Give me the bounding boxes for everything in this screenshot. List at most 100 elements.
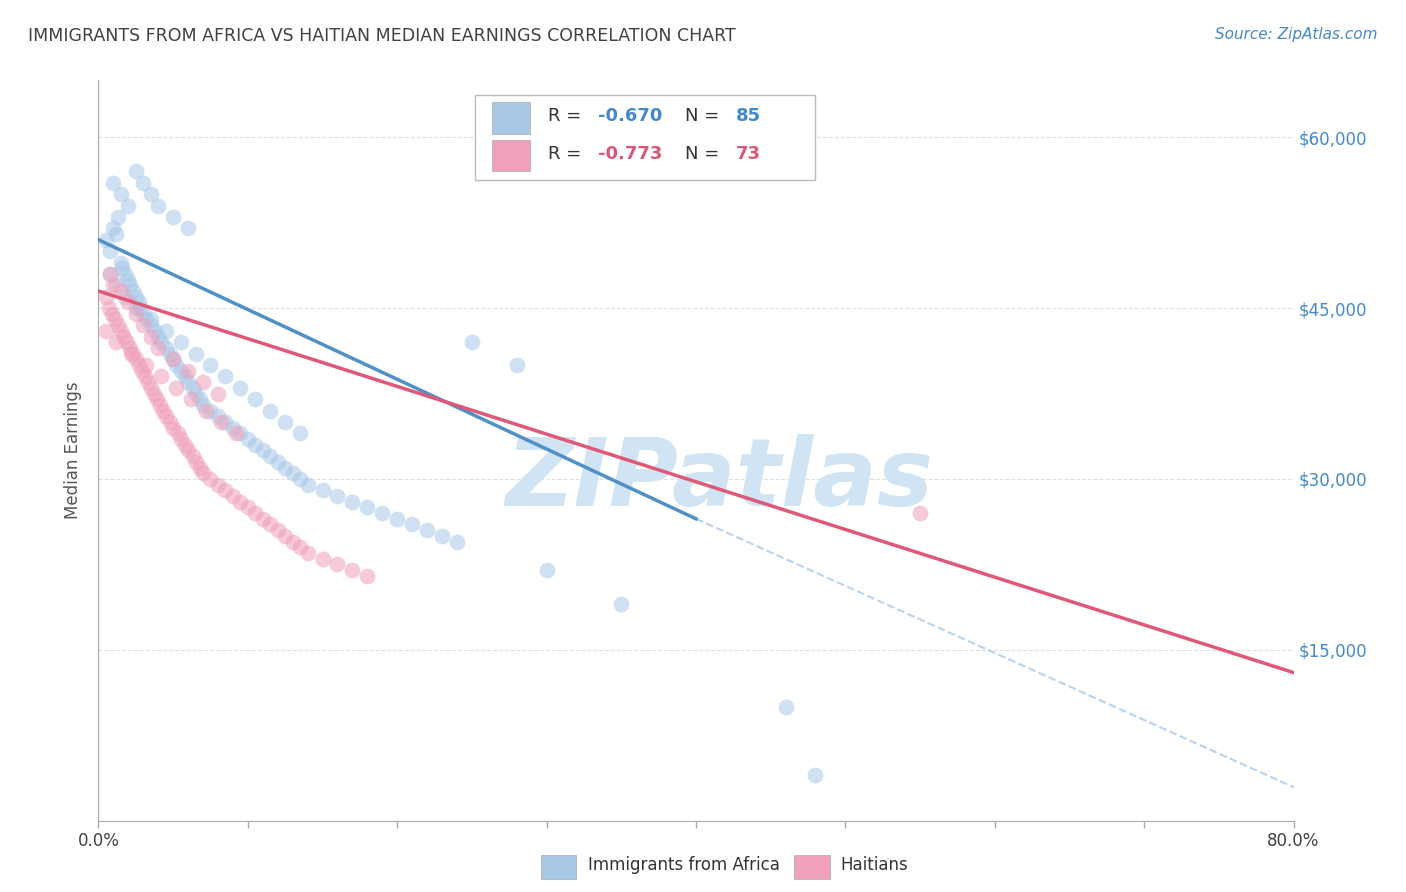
- Point: [214, 369, 236, 384]
- Point: [150, 335, 173, 350]
- Point: [104, 312, 127, 326]
- Point: [181, 449, 204, 463]
- Point: [214, 415, 236, 429]
- Point: [110, 284, 132, 298]
- Point: [94, 233, 117, 247]
- Point: [155, 341, 177, 355]
- Point: [115, 335, 138, 350]
- Point: [326, 558, 349, 572]
- Point: [142, 386, 165, 401]
- Point: [134, 369, 156, 384]
- Point: [98, 267, 122, 281]
- Point: [184, 386, 207, 401]
- Point: [94, 324, 117, 338]
- Point: [222, 420, 245, 434]
- Point: [430, 529, 453, 543]
- Point: [128, 358, 150, 372]
- Point: [177, 375, 200, 389]
- Point: [259, 449, 281, 463]
- Point: [125, 290, 148, 304]
- Point: [274, 460, 297, 475]
- Point: [162, 352, 184, 367]
- Point: [132, 176, 155, 190]
- Point: [225, 426, 247, 441]
- Point: [97, 301, 120, 315]
- Point: [209, 415, 232, 429]
- Text: R =: R =: [548, 145, 586, 163]
- Point: [416, 523, 439, 537]
- Point: [110, 324, 132, 338]
- Point: [200, 472, 222, 486]
- Point: [356, 568, 378, 582]
- Text: ZIPatlas: ZIPatlas: [506, 434, 934, 526]
- Y-axis label: Median Earnings: Median Earnings: [65, 382, 83, 519]
- Point: [107, 210, 129, 224]
- Point: [121, 284, 143, 298]
- Point: [162, 420, 184, 434]
- Point: [200, 403, 222, 417]
- Point: [191, 398, 214, 412]
- Point: [908, 506, 931, 520]
- FancyBboxPatch shape: [794, 855, 830, 879]
- Point: [371, 506, 394, 520]
- Point: [169, 432, 191, 446]
- Point: [103, 221, 125, 235]
- Point: [506, 358, 529, 372]
- Point: [105, 335, 128, 350]
- Point: [152, 403, 174, 417]
- Point: [155, 324, 177, 338]
- Point: [118, 278, 141, 293]
- Point: [118, 341, 141, 355]
- Point: [288, 541, 311, 555]
- Text: Source: ZipAtlas.com: Source: ZipAtlas.com: [1215, 27, 1378, 42]
- Text: IMMIGRANTS FROM AFRICA VS HAITIAN MEDIAN EARNINGS CORRELATION CHART: IMMIGRANTS FROM AFRICA VS HAITIAN MEDIAN…: [28, 27, 735, 45]
- Text: -0.773: -0.773: [598, 145, 662, 163]
- Point: [236, 500, 259, 515]
- Point: [180, 392, 202, 407]
- Point: [159, 346, 181, 360]
- Point: [191, 467, 214, 481]
- Point: [111, 261, 134, 276]
- Point: [148, 329, 170, 343]
- Point: [135, 358, 157, 372]
- Point: [177, 364, 200, 378]
- Point: [252, 443, 274, 458]
- Point: [139, 312, 162, 326]
- FancyBboxPatch shape: [475, 95, 815, 180]
- Point: [259, 403, 281, 417]
- Point: [222, 489, 245, 503]
- Point: [267, 523, 290, 537]
- Point: [188, 392, 211, 407]
- Point: [536, 563, 558, 577]
- Point: [274, 529, 297, 543]
- Point: [229, 426, 252, 441]
- Point: [181, 381, 204, 395]
- Point: [139, 187, 162, 202]
- Point: [236, 432, 259, 446]
- Text: -0.670: -0.670: [598, 107, 662, 125]
- Point: [174, 438, 197, 452]
- Point: [129, 301, 152, 315]
- Point: [184, 346, 207, 360]
- Point: [252, 512, 274, 526]
- Point: [132, 318, 155, 333]
- Text: R =: R =: [548, 107, 586, 125]
- Point: [165, 358, 187, 372]
- Point: [149, 398, 172, 412]
- Point: [94, 290, 117, 304]
- Point: [143, 324, 166, 338]
- Point: [259, 517, 281, 532]
- Point: [385, 512, 409, 526]
- Point: [139, 329, 162, 343]
- Point: [162, 352, 184, 367]
- Point: [188, 460, 211, 475]
- FancyBboxPatch shape: [541, 855, 576, 879]
- Point: [342, 563, 364, 577]
- Point: [117, 295, 139, 310]
- Text: N =: N =: [685, 107, 725, 125]
- Text: N =: N =: [685, 145, 725, 163]
- Point: [169, 335, 191, 350]
- Text: 85: 85: [735, 107, 761, 125]
- Point: [191, 375, 214, 389]
- Point: [162, 210, 184, 224]
